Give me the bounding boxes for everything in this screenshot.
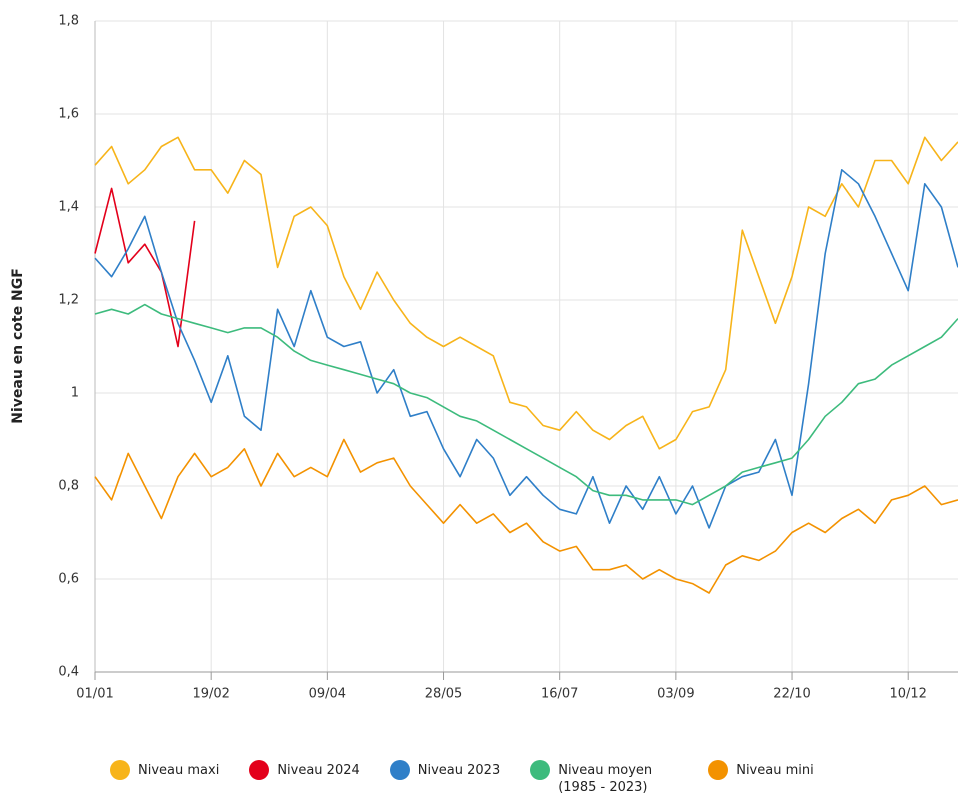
y-tick-label: 1: [71, 386, 79, 401]
y-tick-label: 0,8: [58, 479, 79, 494]
legend-swatch: [530, 760, 551, 780]
y-tick-label: 1,6: [58, 107, 79, 122]
x-tick-label: 01/01: [76, 687, 113, 702]
x-tick-label: 22/10: [773, 687, 810, 702]
legend-item[interactable]: Niveau maxi: [110, 760, 220, 796]
legend-swatch: [110, 760, 130, 780]
series-line: [94, 187, 196, 348]
legend-item[interactable]: Niveau mini: [708, 760, 814, 796]
y-tick-label: 1,4: [58, 200, 79, 215]
legend-label: Niveau maxi: [138, 763, 220, 778]
legend-item[interactable]: Niveau moyen (1985 - 2023): [530, 760, 678, 796]
legend-label: Niveau mini: [736, 763, 814, 778]
y-tick-label: 0,6: [58, 572, 79, 587]
x-tick-label: 09/04: [309, 687, 346, 702]
y-axis-label: Niveau en cote NGF: [10, 268, 26, 424]
y-tick-label: 1,2: [58, 293, 79, 308]
legend-item[interactable]: Niveau 2023: [389, 760, 501, 796]
x-tick-label: 28/05: [425, 687, 462, 702]
series-line: [94, 303, 958, 506]
legend-label: Niveau moyen (1985 - 2023): [558, 763, 653, 795]
legend-swatch: [249, 760, 270, 780]
legend-swatch: [389, 760, 410, 780]
series-line: [94, 136, 958, 450]
legend: Niveau maxi Niveau 2024 Niveau 2023 Niveau …: [110, 760, 958, 796]
legend-label: Niveau 2024: [277, 763, 360, 778]
series-line: [94, 169, 958, 529]
chart: Niveau en cote NGF 0,4 0,6 0,8 1 1,2 1,4 1,6 1,…: [10, 14, 958, 702]
x-tick-label: 16/07: [541, 687, 578, 702]
x-tick-label: 19/02: [192, 687, 229, 702]
y-tick-label: 0,4: [58, 665, 79, 680]
x-tick-label: 10/12: [889, 687, 926, 702]
legend-label: Niveau 2023: [417, 763, 501, 778]
legend-item[interactable]: Niveau 2024: [249, 760, 360, 796]
series-line: [94, 438, 958, 594]
x-tick-label: 03/09: [657, 687, 694, 702]
legend-swatch: [708, 760, 729, 780]
y-tick-label: 1,8: [58, 14, 79, 29]
